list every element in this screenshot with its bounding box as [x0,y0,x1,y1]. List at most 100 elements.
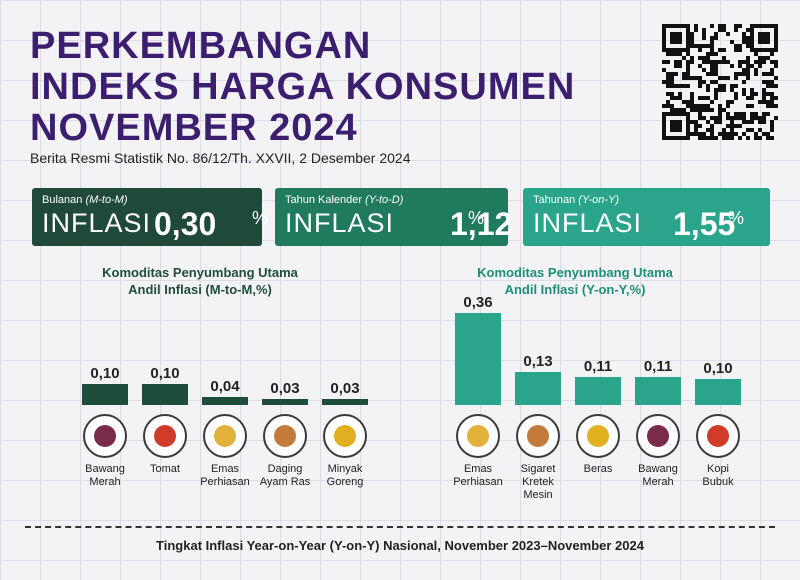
qr-cell [742,60,746,64]
category-label: Emas Perhiasan [453,463,503,488]
qr-cell [774,76,778,80]
qr-cell [710,52,714,56]
qr-cell [698,80,702,84]
icon-fill [334,425,356,447]
card-label-text: Tahunan [533,194,576,206]
qr-cell [746,76,750,80]
subtitle: Berita Resmi Statistik No. 86/12/Th. XXV… [30,150,411,166]
qr-cell [686,100,690,104]
icon-fill [467,425,489,447]
qr-cell [750,24,754,28]
qr-cell [710,108,714,112]
qr-cell [714,116,718,120]
qr-cell [750,92,754,96]
qr-cell [762,116,766,120]
qr-cell [662,24,666,28]
qr-cell [754,24,758,28]
qr-cell [686,32,690,36]
qr-cell [734,72,738,76]
qr-cell [750,36,754,40]
qr-cell [666,92,670,96]
qr-cell [678,24,682,28]
qr-cell [714,120,718,124]
qr-cell [734,92,738,96]
qr-cell [750,64,754,68]
qr-cell [726,136,730,140]
qr-cell [686,124,690,128]
qr-cell [766,112,770,116]
qr-cell [730,136,734,140]
qr-cell [666,60,670,64]
qr-cell [742,32,746,36]
qr-cell [662,104,666,108]
qr-cell [710,48,714,52]
commodity-icon [203,414,247,458]
category-label: Emas Perhiasan [200,463,250,488]
qr-cell [746,56,750,60]
qr-cell [722,24,726,28]
chart-title-line: Komoditas Penyumbang Utama [477,265,673,280]
qr-cell [682,84,686,88]
qr-cell [686,52,690,56]
qr-cell [686,60,690,64]
qr-cell [762,60,766,64]
qr-cell [690,108,694,112]
qr-cell [666,100,670,104]
qr-cell [694,28,698,32]
qr-cell [710,40,714,44]
qr-cell [742,80,746,84]
qr-cell [726,132,730,136]
icon-fill [214,425,236,447]
qr-cell [678,128,682,132]
qr-cell [758,116,762,120]
qr-cell [666,136,670,140]
qr-cell [666,80,670,84]
title-line: NOVEMBER 2024 [30,107,358,149]
qr-cell [686,132,690,136]
qr-cell [774,36,778,40]
qr-cell [702,80,706,84]
commodity-icon [263,414,307,458]
card-label: Tahun Kalender (Y-to-D) [285,194,403,206]
qr-cell [690,56,694,60]
qr-cell [690,132,694,136]
qr-cell [670,136,674,140]
qr-cell [662,136,666,140]
qr-cell [686,116,690,120]
qr-cell [774,60,778,64]
qr-cell [774,28,778,32]
card-unit: % [252,208,269,228]
card-value: 1,12 [450,206,513,242]
qr-cell [674,120,678,124]
qr-cell [698,64,702,68]
qr-cell [714,36,718,40]
qr-cell [770,100,774,104]
icon-fill [587,425,609,447]
icon-fill [274,425,296,447]
qr-cell [670,96,674,100]
qr-cell [750,104,754,108]
qr-cell [710,124,714,128]
qr-cell [678,40,682,44]
bar [455,312,501,405]
qr-cell [762,132,766,136]
qr-cell [718,48,722,52]
qr-cell [678,136,682,140]
qr-cell [762,36,766,40]
qr-cell [774,44,778,48]
qr-cell [686,112,690,116]
qr-cell [690,40,694,44]
footer: Tingkat Inflasi Year-on-Year (Y-on-Y) Na… [156,538,644,553]
qr-cell [722,132,726,136]
qr-cell [770,136,774,140]
title-line: PERKEMBANGAN [30,25,372,67]
qr-cell [754,136,758,140]
qr-cell [678,60,682,64]
qr-cell [666,76,670,80]
qr-cell [698,56,702,60]
chart-title: Komoditas Penyumbang Utama Andil Inflasi … [30,264,370,298]
qr-cell [710,60,714,64]
qr-cell [698,124,702,128]
qr-cell [742,132,746,136]
